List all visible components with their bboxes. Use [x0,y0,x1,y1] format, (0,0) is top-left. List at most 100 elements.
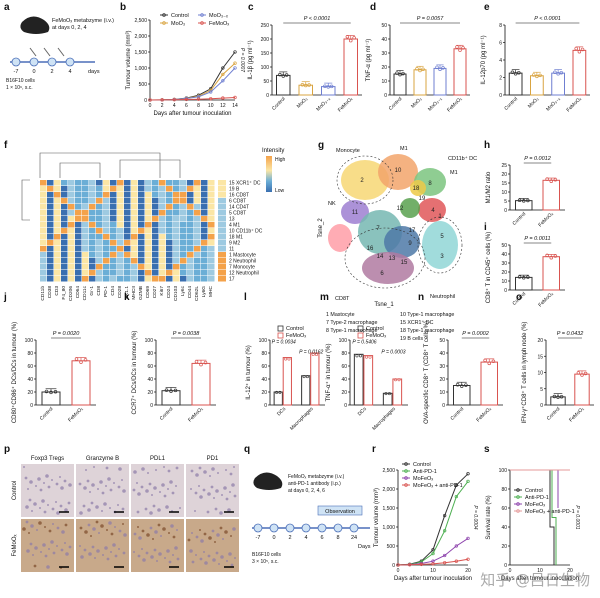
histology-nucleus [209,475,211,477]
dot-n [464,383,468,387]
chart-c-y-label: IL-1β (pg ml⁻¹) [248,40,254,79]
timeline-day-label-a: 0 [32,69,35,75]
histology-nucleus [227,508,231,512]
heatmap-cell [124,258,131,264]
histology-nucleus [224,530,228,534]
heatmap-cell [131,192,138,198]
heatmap-cell [173,264,180,270]
heatmap-cell [40,234,47,240]
chart-s-y-tick-label: 20 [501,544,507,550]
heatmap-cell [89,252,96,258]
heatmap-cell [110,198,117,204]
heatmap-row-label: 16 CD8T [229,193,249,199]
heatmap-side-bar [218,276,226,282]
heatmap-cell [96,264,103,270]
histology-nucleus [118,548,120,550]
heatmap-cell [68,228,75,234]
histology-nucleus [106,557,110,561]
heatmap-cell [145,192,152,198]
heatmap-cell [117,204,124,210]
heatmap-cell [180,216,187,222]
chart-i-y-label: CD8⁺ T in CD45⁺ cells (%) [485,232,492,303]
heatmap-cell [47,210,54,216]
histology-nucleus [80,555,84,559]
histology-nucleus [214,507,218,511]
chart-e-y-tick-label: 2 [499,76,502,82]
chart-d-y-tick-label: 10 [381,79,387,85]
panel-letter-j: j [3,292,7,303]
point-b-0 [233,50,237,54]
heatmap-cell [40,252,47,258]
heatmap-cell [201,234,208,240]
heatmap-cell [194,204,201,210]
panel-letter-o: o [516,292,522,303]
histology-nucleus [42,543,46,547]
histology-nucleus [98,532,100,534]
x-tick-label-j: FeMoOₓ [67,406,84,423]
x-label-s: Days after tumour inoculation [501,576,579,582]
chart-i-y-tick-label: 30 [501,261,507,267]
heatmap-cell [145,240,152,246]
chart-k-y-tick-label: 80 [147,351,153,357]
heatmap-col-label: CD4 [110,286,116,296]
heatmap-col-label: CD206 [68,286,74,301]
heatmap-col-label: Ly6c [180,285,186,296]
histology-nucleus [141,467,145,471]
heatmap-cell [117,216,124,222]
chart-i-y-tick-label: 0 [504,288,507,294]
heatmap-cell [173,270,180,276]
heatmap-cell [201,228,208,234]
chart-m-y-tick-label: 40 [341,377,347,383]
dot-c [323,84,327,89]
heatmap-cell [54,204,61,210]
chart-m-y-tick-label: 20 [341,390,347,396]
x-tick-label-j: Control [39,406,55,422]
heatmap-side-bar [218,186,226,192]
timeline-day-q [317,523,327,533]
x-tick-label-b: 14 [232,103,238,109]
dot-k [173,388,178,393]
histology-nucleus [122,551,126,555]
heatmap-col-label: CD38 [47,286,53,299]
heatmap-cell [89,270,96,276]
p-value-d: P = 0.0057 [417,16,444,22]
histology-nucleus [37,477,41,481]
heatmap-cell [159,180,166,186]
heatmap-cell [40,192,47,198]
histology-nucleus [166,549,170,553]
histology-nucleus [106,529,108,531]
histology-nucleus [52,523,54,525]
dot-j [79,360,83,364]
heatmap-cell [187,204,194,210]
chart-n-y-tick-label: 40 [439,351,445,357]
x-tick-label-s: 0 [509,568,512,574]
heatmap-cell [194,186,201,192]
dot-e [577,49,582,54]
heatmap-col-label: MHCII [131,286,137,300]
tsne-cluster [341,160,389,200]
chart-h-y-tick-label: 10 [501,190,507,196]
heatmap-cell [110,180,117,186]
panel-letter-q: q [244,444,250,455]
histology-nucleus [60,548,64,552]
bar-l-FeMoOₓ [310,352,320,406]
bar-m-Control [353,353,364,406]
heatmap-cell [54,240,61,246]
heatmap-cell [159,186,166,192]
point-r-2 [454,544,458,548]
histology-nucleus [203,551,205,553]
heatmap-cell [75,192,82,198]
histology-nucleus [163,466,165,468]
heatmap-cell [173,198,180,204]
heatmap-cell [180,234,187,240]
tsne-cluster-number: 17 [409,228,416,234]
histology-row-label: Control [12,481,18,500]
heatmap-cell [166,204,173,210]
heatmap-cell [187,222,194,228]
timeline-day-a [11,57,21,67]
heatmap-cell [110,210,117,216]
heatmap-col-label: MHC [208,285,214,296]
heatmap-cell [103,264,110,270]
dot-d [438,67,442,71]
histology-nucleus [64,542,66,544]
